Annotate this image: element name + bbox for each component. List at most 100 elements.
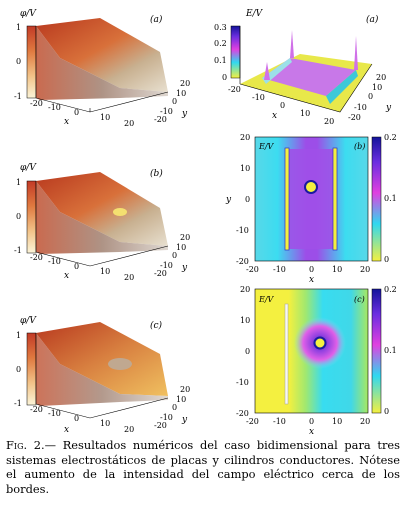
x-tick: -20 (228, 85, 241, 94)
surface-spike (354, 36, 358, 70)
plate (284, 303, 289, 405)
caption-text: Resultados numéricos del caso bidimensio… (6, 438, 400, 496)
y-tick: -10 (354, 103, 367, 112)
colorbar-tick: 0.2 (384, 285, 397, 294)
plot-frame (254, 288, 369, 414)
y-tick: 0 (172, 403, 177, 412)
x-tick: 10 (300, 109, 310, 118)
x-tick: -10 (48, 409, 61, 418)
y-tick: 10 (176, 89, 186, 98)
y-axis-label: y (385, 103, 392, 113)
y-tick: -10 (160, 413, 173, 422)
axes-box (35, 181, 169, 267)
axes-box (35, 333, 169, 419)
x-axis-label: x (309, 275, 314, 285)
colorbar-tick: 0.2 (384, 133, 397, 142)
surface-top (36, 322, 168, 396)
x-axis-label: x (64, 117, 69, 127)
z-tick: 1 (16, 23, 21, 32)
surface-plate (326, 70, 358, 104)
surface-spike (264, 62, 270, 80)
y-tick: 10 (240, 316, 250, 325)
x-tick: 0 (309, 417, 314, 426)
panel-label: (c) (354, 295, 365, 304)
y-tick: -20 (236, 257, 249, 266)
x-tick: 10 (332, 417, 342, 426)
surface-bump (113, 208, 127, 216)
z-tick: -1 (14, 399, 22, 408)
y-tick: 20 (180, 79, 190, 88)
plate (332, 147, 338, 251)
x-tick: 10 (100, 419, 110, 428)
y-tick: 0 (172, 97, 177, 106)
z-tick: 0 (222, 73, 227, 82)
y-tick: -20 (154, 115, 167, 124)
map-label: E/V (258, 142, 275, 151)
surface-spike (290, 30, 294, 58)
x-tick: -20 (30, 253, 43, 262)
y-tick: -20 (154, 421, 167, 430)
y-tick: 20 (240, 133, 250, 142)
x-tick: -20 (246, 417, 259, 426)
heatmap-b: E/V (b) 20 10 0 -10 -20 y -20 -10 0 10 2… (225, 133, 397, 285)
x-tick: 0 (309, 265, 314, 274)
colorbar (371, 288, 382, 414)
y-tick: -20 (236, 409, 249, 418)
z-axis-label: E/V (245, 9, 264, 19)
y-tick: -10 (160, 107, 173, 116)
plot-frame (254, 136, 369, 262)
x-tick: 20 (360, 417, 370, 426)
axes-box (35, 26, 169, 113)
x-tick: 20 (124, 273, 134, 282)
y-tick: 0 (368, 92, 373, 101)
x-tick: 10 (100, 113, 110, 122)
z-tick: 0 (16, 57, 21, 66)
x-tick: 0 (74, 108, 79, 117)
panel-label: (b) (150, 168, 163, 179)
z-tick: -1 (14, 92, 22, 101)
y-tick: -10 (160, 261, 173, 270)
x-tick: -10 (48, 103, 61, 112)
z-tick: 0.1 (214, 56, 227, 65)
surface-plot-field-a: E/V (a) 0.3 0.2 0.1 0 -20 -10 0 10 20 x … (214, 9, 392, 126)
z-tick: 1 (16, 331, 21, 340)
z-axis-label: φ/V (20, 163, 37, 173)
x-tick: 20 (360, 265, 370, 274)
x-tick: -10 (48, 257, 61, 266)
z-tick: 0.3 (214, 23, 227, 32)
y-tick: 20 (180, 233, 190, 242)
x-tick: 0 (74, 414, 79, 423)
x-tick: -20 (30, 99, 43, 108)
panel-label: (c) (150, 320, 163, 331)
axes-box (239, 26, 373, 113)
y-tick: 10 (176, 243, 186, 252)
heatmap-inner (288, 149, 334, 249)
panel-label: (a) (150, 14, 163, 25)
x-tick: -20 (246, 265, 259, 274)
x-axis-label: x (64, 425, 69, 435)
y-tick: 0 (245, 195, 250, 204)
panel-label: (a) (366, 14, 379, 25)
x-tick: 0 (74, 262, 79, 271)
colorbar-tick: 0.1 (384, 346, 397, 355)
x-tick: -10 (273, 265, 286, 274)
y-tick: -10 (236, 226, 249, 235)
z-axis-label: φ/V (20, 9, 37, 19)
surface-top (36, 18, 168, 92)
caption-label: Fig. 2.— (6, 438, 57, 452)
heatmap-c: E/V (c) 20 10 0 -10 -20 -20 -10 0 10 20 … (236, 285, 397, 437)
x-tick: 0 (280, 101, 285, 110)
x-axis-label: x (309, 427, 314, 437)
surface-front (36, 181, 168, 254)
surface-plot-c: φ/V (c) 1 0 -1 -20 -10 0 10 20 x -20 -10… (14, 316, 190, 435)
colorbar (230, 25, 241, 79)
colorbar-tick: 0 (384, 255, 389, 264)
y-axis-label: y (181, 109, 188, 119)
z-tick: -1 (14, 246, 22, 255)
x-tick: 20 (324, 117, 334, 126)
y-tick: 20 (180, 385, 190, 394)
colorbar (26, 25, 37, 99)
y-axis-label: y (225, 195, 232, 205)
y-tick: -10 (236, 378, 249, 387)
colorbar (26, 332, 37, 406)
